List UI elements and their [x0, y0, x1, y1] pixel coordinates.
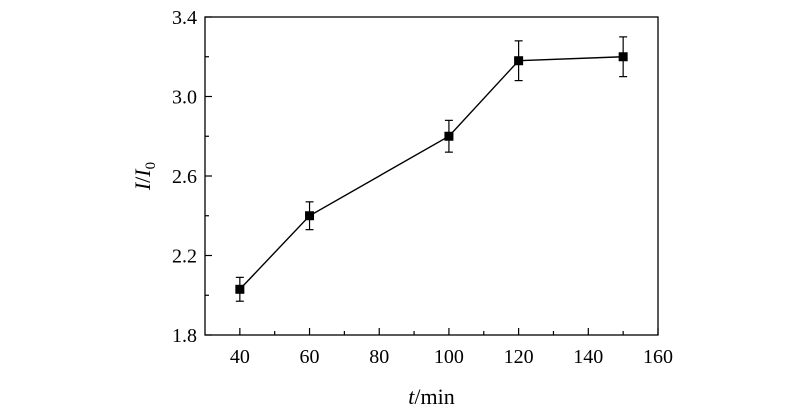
x-axis-variable: t	[408, 384, 415, 409]
x-axis-ticks: 40 60 80 100 120 140 160	[230, 328, 673, 368]
y-axis-variable-2: I	[130, 168, 155, 178]
data-point	[618, 52, 628, 62]
y-tick-label: 3.0	[172, 87, 197, 109]
y-tick-label: 3.4	[172, 7, 197, 29]
x-tick-label: 60	[300, 346, 320, 368]
y-axis-title: I/I0	[130, 162, 159, 191]
x-tick-label: 80	[369, 346, 389, 368]
x-tick-label: 40	[230, 346, 250, 368]
y-axis-variable: I	[130, 181, 155, 191]
data-point	[444, 131, 454, 141]
data-point	[514, 56, 524, 66]
x-tick-label: 140	[573, 346, 603, 368]
data-point	[235, 284, 245, 294]
y-tick-label: 2.2	[172, 246, 197, 268]
plot-frame-group	[204, 16, 659, 336]
y-tick-label: 2.6	[172, 166, 197, 188]
x-axis-unit: /min	[414, 384, 454, 409]
series-line	[239, 56, 624, 290]
y-axis-ticks: 1.8 2.2 2.6 3.0 3.4	[172, 7, 212, 347]
x-tick-label: 120	[504, 346, 534, 368]
y-tick-label: 1.8	[172, 325, 197, 347]
plot-frame	[204, 16, 659, 336]
x-axis-title: t/min	[408, 384, 454, 409]
series-group	[235, 36, 628, 302]
y-axis-separator: /	[130, 176, 155, 183]
x-tick-label: 100	[434, 346, 464, 368]
y-axis-subscript: 0	[143, 162, 159, 170]
data-point	[305, 211, 315, 221]
x-tick-label: 160	[643, 346, 673, 368]
